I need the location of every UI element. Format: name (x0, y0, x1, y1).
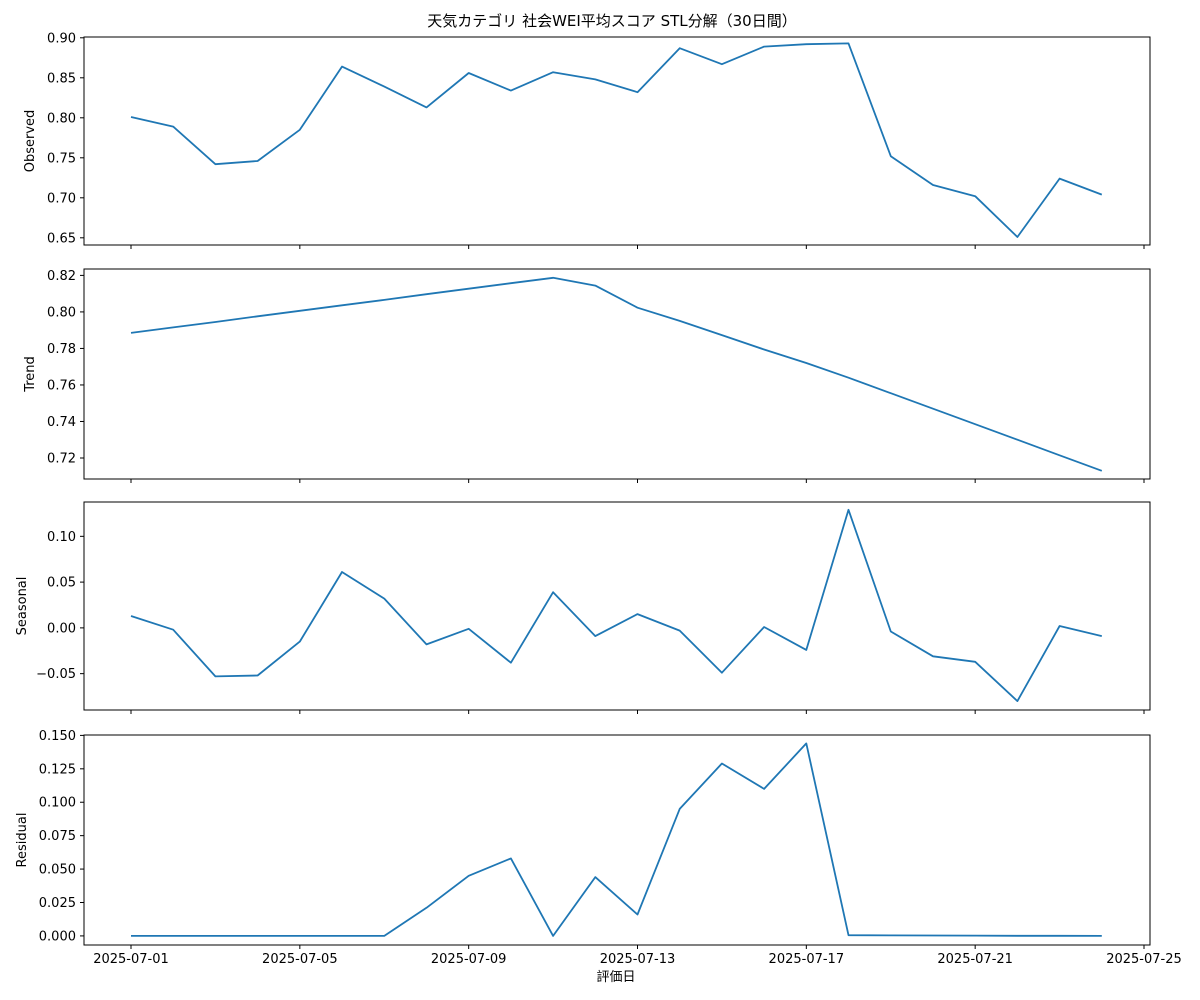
y-tick-label: −0.05 (36, 667, 76, 682)
x-tick-label: 2025-07-21 (937, 952, 1013, 967)
y-tick-label: 0.025 (39, 896, 76, 911)
y-tick-label: 0.050 (39, 863, 76, 878)
x-tick-label: 2025-07-05 (262, 952, 338, 967)
y-tick-label: 0.78 (47, 342, 76, 357)
y-axis-label-seasonal: Seasonal (15, 577, 30, 636)
y-tick-label: 0.150 (39, 729, 76, 744)
x-tick-label: 2025-07-09 (431, 952, 507, 967)
y-tick-label: 0.075 (39, 829, 76, 844)
y-tick-label: 0.80 (47, 111, 76, 126)
axes-frame (83, 36, 1151, 246)
panel-seasonal: −0.05 0.00 0.05 0.10 Seasonal (15, 501, 1151, 714)
y-axis-label-residual: Residual (15, 813, 30, 868)
observed-series-line (130, 42, 1103, 238)
x-tick-label: 2025-07-13 (600, 952, 676, 967)
trend-series-line (130, 276, 1103, 472)
y-tick-label: 0.80 (47, 305, 76, 320)
panel-observed: 0.65 0.70 0.75 0.80 0.85 0.90 Observed (23, 31, 1151, 249)
y-tick-label: 0.90 (47, 31, 76, 46)
y-tick-label: 0.100 (39, 796, 76, 811)
residual-series-line (131, 742, 1102, 937)
y-tick-label: 0.85 (47, 71, 76, 86)
y-tick-label: 0.000 (39, 929, 76, 944)
y-tick-label: 0.82 (47, 269, 76, 284)
x-tick-label: 2025-07-17 (769, 952, 845, 967)
seasonal-series-line (130, 508, 1103, 702)
y-axis-label-observed: Observed (23, 110, 38, 173)
y-tick-label: 0.76 (47, 378, 76, 393)
y-tick-label: 0.74 (47, 415, 76, 430)
y-tick-label: 0.125 (39, 762, 76, 777)
axes-frame (83, 501, 1151, 711)
axes-frame (83, 734, 1151, 946)
axes-frame (83, 268, 1151, 480)
y-tick-label: 0.75 (47, 151, 76, 166)
y-tick-label: 0.72 (47, 452, 76, 467)
y-tick-label: 0.05 (47, 576, 76, 591)
y-tick-label: 0.65 (47, 231, 76, 246)
y-tick-label: 0.00 (47, 621, 76, 636)
panel-residual: 0.000 0.025 0.050 0.075 0.100 0.125 0.150 2025-… (15, 729, 1182, 967)
x-axis-label: 評価日 (596, 970, 635, 985)
panels-group: 0.65 0.70 0.75 0.80 0.85 0.90 Observed 0.72 0.74… (15, 31, 1182, 967)
x-tick-label: 2025-07-01 (93, 952, 169, 967)
chart-title: 天気カテゴリ 社会WEI平均スコア STL分解（30日間） (427, 12, 796, 30)
x-tick-label: 2025-07-25 (1106, 952, 1182, 967)
y-tick-label: 0.10 (47, 530, 76, 545)
y-axis-label-trend: Trend (23, 356, 38, 393)
y-tick-label: 0.70 (47, 191, 76, 206)
panel-trend: 0.72 0.74 0.76 0.78 0.80 0.82 Trend (23, 268, 1151, 483)
